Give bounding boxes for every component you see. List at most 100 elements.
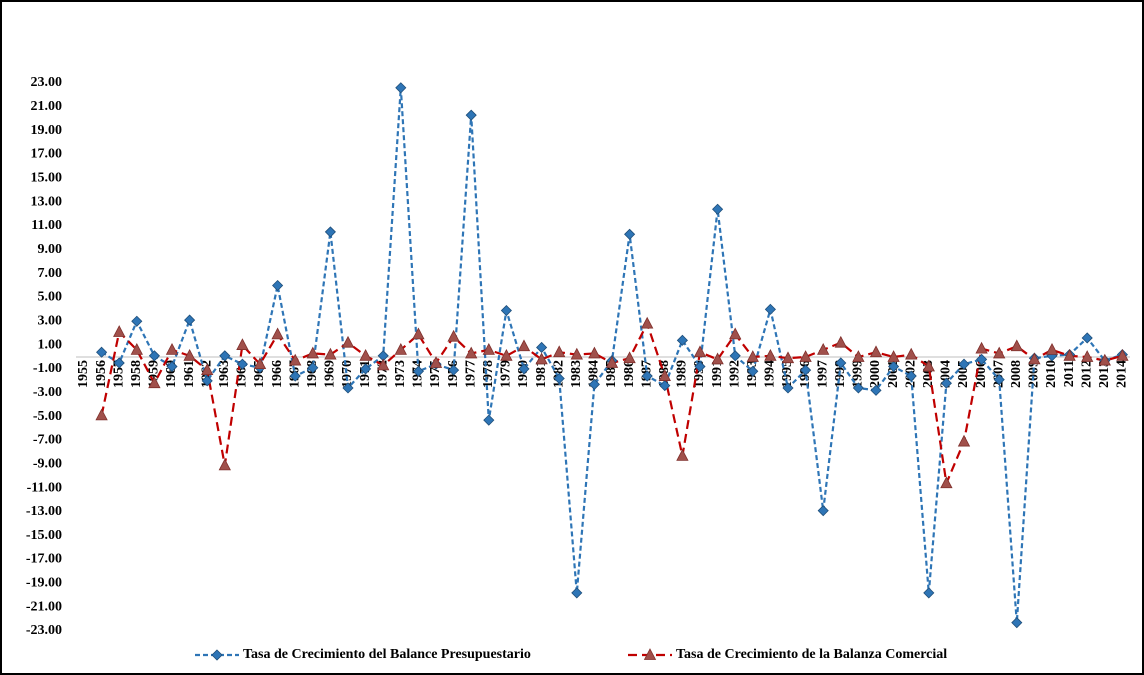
marker-triangle [500, 348, 513, 361]
y-tick-label: 5.00 [38, 290, 63, 305]
marker-triangle [764, 348, 777, 361]
marker-diamond [835, 357, 847, 369]
y-tick-label: -1.00 [33, 361, 62, 376]
marker-triangle [183, 348, 196, 361]
marker-diamond [1081, 332, 1093, 344]
marker-triangle [148, 376, 161, 389]
marker-triangle [676, 449, 689, 461]
marker-diamond [307, 362, 319, 374]
x-tick-label: 2013 [1097, 360, 1112, 388]
x-tick-label: 1956 [94, 360, 109, 388]
y-tick-label: 9.00 [38, 242, 63, 257]
marker-triangle [289, 353, 302, 366]
marker-triangle [1081, 350, 1094, 362]
marker-triangle [658, 369, 671, 381]
y-tick-label: 19.00 [31, 123, 63, 138]
x-tick-label: 2005 [956, 360, 971, 388]
marker-triangle [1063, 348, 1076, 361]
x-tick-label: 2012 [1079, 360, 1094, 388]
marker-diamond [659, 380, 671, 392]
marker-triangle [429, 356, 443, 368]
marker-triangle [641, 316, 654, 329]
marker-diamond [465, 109, 477, 121]
marker-triangle [605, 356, 619, 368]
marker-diamond [993, 374, 1005, 386]
marker-triangle [377, 358, 390, 371]
x-tick-label: 1955 [76, 360, 91, 388]
marker-triangle [905, 347, 918, 360]
marker-diamond [852, 382, 864, 394]
marker-triangle [711, 352, 724, 365]
marker-diamond [148, 350, 160, 362]
marker-triangle [535, 352, 548, 365]
marker-triangle [271, 327, 284, 340]
marker-diamond [536, 341, 548, 354]
marker-triangle [922, 359, 935, 372]
marker-triangle [130, 342, 143, 355]
x-tick-label: 2009 [1027, 360, 1042, 388]
x-tick-label: 1973 [393, 360, 408, 388]
x-tick-label: 1957 [111, 360, 126, 388]
marker-diamond [272, 279, 284, 292]
x-tick-label: 1991 [710, 360, 725, 388]
marker-diamond [764, 303, 776, 315]
marker-triangle [570, 347, 583, 360]
marker-triangle [834, 335, 847, 348]
marker-triangle [975, 341, 988, 354]
marker-diamond [923, 587, 935, 599]
x-tick-label: 1969 [323, 360, 338, 388]
marker-triangle [113, 325, 126, 337]
marker-diamond [712, 203, 724, 215]
marker-triangle [412, 327, 425, 340]
marker-triangle [218, 458, 231, 471]
x-tick-label: 2008 [1009, 360, 1024, 388]
marker-triangle [1045, 342, 1059, 355]
marker-triangle [359, 348, 372, 361]
x-tick-label: 1986 [622, 360, 637, 388]
marker-triangle [306, 346, 319, 359]
marker-triangle [236, 338, 249, 350]
marker-triangle [940, 476, 953, 489]
marker-triangle [588, 346, 601, 359]
marker-triangle [394, 342, 407, 355]
y-tick-label: 1.00 [38, 337, 63, 352]
marker-triangle [852, 350, 865, 362]
y-tick-label: 23.00 [31, 75, 63, 90]
legend-label: Tasa de Crecimiento del Balance Presupue… [243, 647, 531, 662]
marker-triangle [746, 350, 759, 362]
y-tick-label: 17.00 [31, 147, 63, 162]
marker-triangle [253, 357, 267, 370]
x-tick-label: 2014 [1115, 360, 1130, 388]
marker-diamond [905, 370, 917, 382]
marker-triangle [95, 408, 108, 421]
x-tick-label: 1970 [340, 360, 355, 388]
marker-diamond [641, 370, 653, 382]
marker-triangle [957, 434, 971, 447]
x-tick-label: 1979 [499, 360, 514, 388]
marker-diamond [360, 363, 372, 375]
marker-diamond [694, 360, 706, 373]
y-tick-label: 15.00 [31, 171, 63, 186]
y-tick-label: -3.00 [33, 385, 62, 400]
marker-triangle [465, 346, 478, 359]
x-tick-label: 1992 [727, 360, 742, 388]
marker-triangle [887, 350, 900, 362]
marker-triangle [1028, 352, 1041, 365]
x-tick-label: 1997 [815, 360, 830, 388]
marker-triangle [1010, 339, 1023, 352]
marker-diamond [184, 314, 196, 326]
y-tick-label: 7.00 [38, 266, 63, 281]
marker-diamond [342, 382, 354, 394]
marker-triangle [729, 327, 742, 340]
y-tick-label: -7.00 [33, 433, 62, 448]
marker-diamond [201, 375, 213, 387]
y-tick-label: -17.00 [26, 552, 62, 567]
marker-triangle [201, 363, 214, 376]
marker-diamond [166, 360, 178, 373]
marker-diamond [888, 360, 900, 373]
y-tick-label: -13.00 [26, 504, 62, 519]
x-tick-label: 1989 [675, 360, 690, 388]
marker-diamond [817, 505, 829, 517]
